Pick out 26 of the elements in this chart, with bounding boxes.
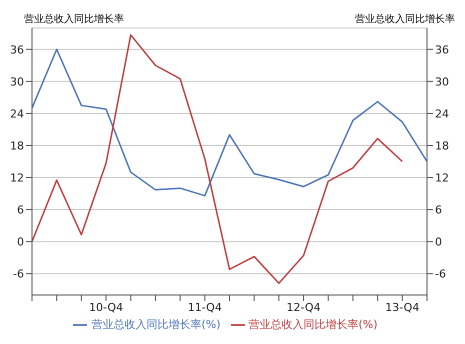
y-tick-label: 0 (17, 236, 24, 249)
line-series (31, 48, 428, 196)
y2-tick-label: 18 (435, 139, 449, 152)
y2-axis-title: 营业总收入同比增长率 (355, 12, 455, 26)
x-tick-label: 13-Q4 (385, 300, 420, 314)
y2-tick-label: -6 (435, 268, 446, 281)
y-tick-label: 6 (17, 203, 24, 216)
legend-label: 营业总收入同比增长率(%) (248, 318, 378, 331)
y2-tick-label: 6 (435, 203, 442, 216)
y-tick-label: 18 (10, 139, 24, 152)
y-tick-label: 24 (10, 107, 24, 120)
y-tick-label: -6 (13, 268, 24, 281)
y-tick-label: 36 (10, 43, 24, 56)
y-tick-label: 12 (10, 171, 24, 184)
y2-tick-label: 36 (435, 43, 449, 56)
y-tick-label: 30 (10, 75, 24, 88)
y2-tick-label: 12 (435, 171, 449, 184)
y2-tick-label: 24 (435, 107, 449, 120)
x-tick-label: 12-Q4 (286, 300, 321, 314)
y-axis-title: 营业总收入同比增长率 (24, 12, 124, 26)
line-series (31, 34, 404, 284)
x-tick-label: 11-Q4 (188, 300, 222, 314)
y2-tick-label: 0 (435, 236, 442, 249)
legend-label: 营业总收入同比增长率(%) (91, 318, 220, 331)
y2-tick-label: 30 (435, 75, 449, 88)
x-tick-label: 10-Q4 (89, 300, 124, 314)
